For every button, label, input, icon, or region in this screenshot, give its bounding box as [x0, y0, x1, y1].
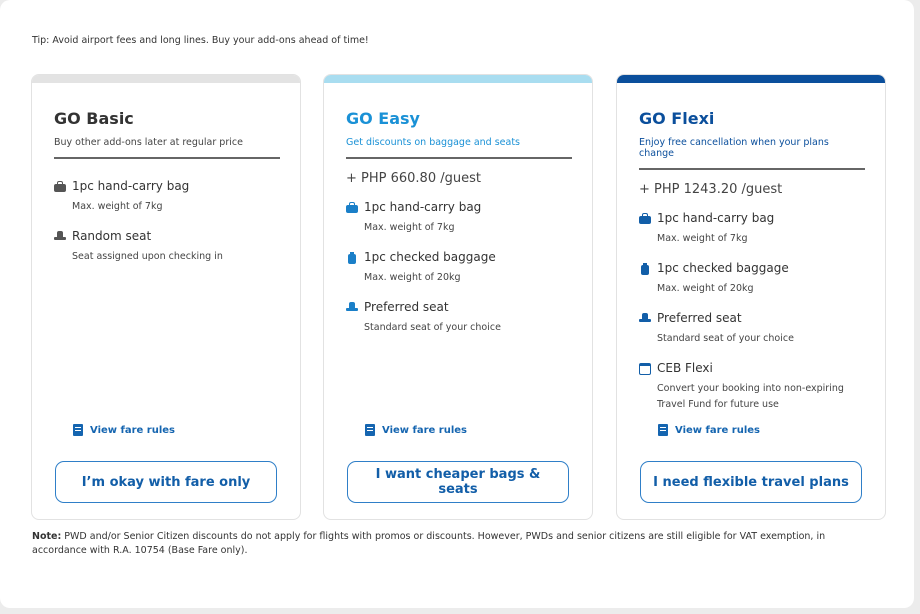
card-price: + PHP 660.80 /guest [346, 171, 481, 186]
feature-item: 1pc checked baggage Max. weight of 20kg [346, 250, 570, 286]
seat-icon [639, 313, 651, 325]
card-subtitle: Enjoy free cancellation when your plans … [639, 137, 829, 159]
view-fare-rules-link[interactable]: View fare rules [658, 424, 760, 436]
select-go-basic-button[interactable]: I’m okay with fare only [55, 461, 277, 503]
feature-name: 1pc hand-carry bag [657, 211, 775, 225]
fare-rules-label: View fare rules [675, 424, 760, 436]
card-price: + PHP 1243.20 /guest [639, 182, 783, 197]
checked-baggage-icon [348, 252, 356, 264]
feature-name: 1pc hand-carry bag [72, 179, 190, 193]
feature-desc: Max. weight of 7kg [364, 222, 455, 233]
feature-item: CEB Flexi Convert your booking into non-… [639, 361, 863, 413]
checked-baggage-icon [641, 263, 649, 275]
divider [639, 168, 865, 170]
view-fare-rules-link[interactable]: View fare rules [365, 424, 467, 436]
feature-desc: Max. weight of 20kg [364, 272, 461, 283]
card-top-bar [617, 75, 885, 83]
card-subtitle: Get discounts on baggage and seats [346, 137, 521, 148]
divider [54, 157, 280, 159]
seat-icon [346, 302, 358, 314]
feature-item: Preferred seat Standard seat of your cho… [639, 311, 863, 347]
card-title: GO Basic [54, 109, 134, 128]
feature-desc: Standard seat of your choice [364, 322, 501, 333]
feature-desc: Max. weight of 7kg [657, 233, 748, 244]
fare-card-go-easy: GO Easy Get discounts on baggage and sea… [323, 74, 593, 520]
select-go-flexi-button[interactable]: I need flexible travel plans [640, 461, 862, 503]
feature-name: 1pc checked baggage [657, 261, 789, 275]
divider [346, 157, 572, 159]
feature-name: Preferred seat [657, 311, 742, 325]
view-fare-rules-link[interactable]: View fare rules [73, 424, 175, 436]
card-top-bar [32, 75, 300, 83]
card-title: GO Easy [346, 109, 420, 128]
feature-name: CEB Flexi [657, 361, 713, 375]
fare-rules-label: View fare rules [382, 424, 467, 436]
feature-item: Random seat Seat assigned upon checking … [54, 229, 278, 265]
feature-item: 1pc checked baggage Max. weight of 20kg [639, 261, 863, 297]
card-title: GO Flexi [639, 109, 715, 128]
feature-desc: Convert your booking into non-expiring [657, 383, 844, 394]
document-icon [73, 424, 83, 436]
tip-text: Tip: Avoid airport fees and long lines. … [32, 35, 369, 46]
feature-desc: Max. weight of 20kg [657, 283, 754, 294]
feature-desc: Seat assigned upon checking in [72, 251, 223, 262]
feature-item: 1pc hand-carry bag Max. weight of 7kg [639, 211, 863, 247]
feature-item: Preferred seat Standard seat of your cho… [346, 300, 570, 336]
note-body: PWD and/or Senior Citizen discounts do n… [32, 531, 826, 556]
seat-icon [54, 231, 66, 243]
note-label: Note: [32, 531, 62, 542]
card-top-bar [324, 75, 592, 83]
select-go-easy-button[interactable]: I want cheaper bags & seats [347, 461, 569, 503]
feature-item: 1pc hand-carry bag Max. weight of 7kg [346, 200, 570, 236]
feature-desc: Travel Fund for future use [657, 399, 779, 410]
hand-carry-bag-icon [346, 202, 358, 213]
fare-card-go-basic: GO Basic Buy other add-ons later at regu… [31, 74, 301, 520]
calendar-icon [639, 363, 651, 375]
document-icon [365, 424, 375, 436]
feature-name: Preferred seat [364, 300, 449, 314]
document-icon [658, 424, 668, 436]
feature-name: Random seat [72, 229, 152, 243]
feature-item: 1pc hand-carry bag Max. weight of 7kg [54, 179, 278, 215]
card-subtitle: Buy other add-ons later at regular price [54, 137, 243, 148]
feature-desc: Max. weight of 7kg [72, 201, 163, 212]
feature-name: 1pc hand-carry bag [364, 200, 482, 214]
fare-rules-label: View fare rules [90, 424, 175, 436]
feature-name: 1pc checked baggage [364, 250, 496, 264]
fare-card-go-flexi: GO Flexi Enjoy free cancellation when yo… [616, 74, 886, 520]
note-text: Note: PWD and/or Senior Citizen discount… [32, 530, 882, 558]
hand-carry-bag-icon [54, 181, 66, 192]
hand-carry-bag-icon [639, 213, 651, 224]
feature-desc: Standard seat of your choice [657, 333, 794, 344]
